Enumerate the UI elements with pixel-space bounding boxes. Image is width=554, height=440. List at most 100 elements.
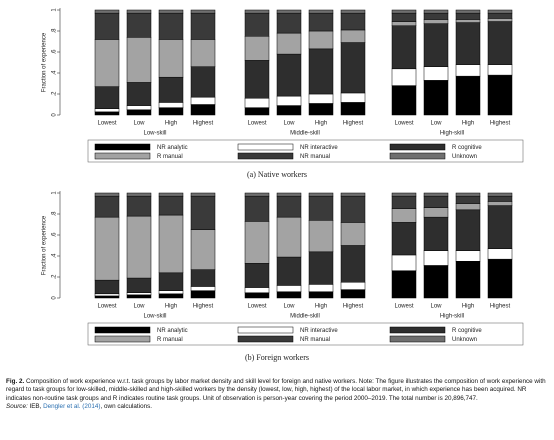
bar-segment (158, 293, 184, 299)
bar-segment (276, 53, 302, 97)
bar-segment (244, 12, 270, 37)
bar-segment (487, 64, 513, 76)
bar-segment (94, 195, 120, 218)
x-tick-label: Highest (343, 121, 364, 127)
group-label: Low-skill (143, 314, 166, 320)
chart-subtitle: (a) Native workers (247, 170, 307, 179)
y-tick-label: .2 (52, 91, 58, 97)
bar-segment (158, 9, 184, 14)
y-tick-label: .8 (52, 211, 58, 217)
bar-segment (455, 209, 481, 252)
bar-segment (455, 64, 481, 77)
bar-segment (423, 195, 449, 208)
bar-segment (308, 103, 334, 116)
bar-segment (158, 272, 184, 291)
bar-segment (487, 248, 513, 260)
bar-segment (190, 229, 216, 270)
bar-segment (158, 214, 184, 274)
bar-segment (391, 68, 417, 86)
legend-label: R manual (157, 154, 183, 160)
legend-label: NR analytic (157, 145, 188, 151)
bar-segment (158, 102, 184, 108)
bar-segment (423, 80, 449, 116)
x-tick-label: High (315, 304, 327, 310)
legend-label: NR manual (300, 154, 330, 160)
x-tick-label: Lowest (97, 121, 116, 127)
y-tick-label: 0 (52, 113, 58, 117)
bar-segment (487, 9, 513, 14)
bar-segment (276, 192, 302, 197)
bar-segment (190, 104, 216, 116)
bar-segment (158, 107, 184, 116)
bar-segment (190, 269, 216, 287)
bar-segment (455, 19, 481, 23)
x-tick-label: Highest (343, 304, 364, 310)
bar-segment (308, 48, 334, 95)
bar-segment (340, 192, 366, 197)
bar-segment (244, 292, 270, 299)
bar-segment (190, 290, 216, 299)
bar-segment (276, 195, 302, 218)
legend-swatch (237, 152, 294, 160)
bar-segment (190, 12, 216, 40)
bar-segment (126, 105, 152, 111)
source-text: IEB, (29, 403, 42, 411)
bar-segment (391, 270, 417, 299)
bar-segment (308, 291, 334, 299)
bar-segment (244, 60, 270, 99)
y-tick-label: .2 (52, 274, 58, 280)
legend-label: R cognitive (452, 328, 482, 334)
bar-segment (487, 74, 513, 116)
bar-segment (158, 39, 184, 78)
bar-segment (340, 222, 366, 246)
legend-swatch (94, 152, 151, 160)
bar-segment (244, 36, 270, 61)
y-tick-label: 1 (52, 8, 58, 12)
bar-segment (487, 201, 513, 206)
bar-segment (423, 19, 449, 24)
bar-segment (340, 29, 366, 43)
legend-swatch (389, 335, 446, 343)
bar-segment (340, 195, 366, 223)
bar-segment (340, 102, 366, 116)
bar-segment (126, 292, 152, 296)
source-link[interactable]: Dengler et al. (2014) (43, 403, 101, 411)
bar-segment (423, 207, 449, 218)
legend-swatch (389, 152, 446, 160)
bar-segment (487, 205, 513, 249)
x-tick-label: High (315, 121, 327, 127)
y-tick-label: .6 (52, 232, 58, 238)
bar-segment (391, 222, 417, 256)
bar-segment (308, 220, 334, 253)
bar-segment (94, 192, 120, 197)
bar-segment (94, 293, 120, 297)
bar-segment (391, 12, 417, 22)
bar-segment (340, 92, 366, 103)
y-tick-label: .8 (52, 28, 58, 34)
chart-subtitle: (b) Foreign workers (245, 353, 309, 362)
group-label: Middle-skill (290, 314, 320, 320)
bar-segment (276, 105, 302, 116)
bar-segment (94, 216, 120, 281)
bar-segment (308, 9, 334, 14)
bar-segment (94, 9, 120, 14)
y-axis-label: Fraction of experience (42, 215, 48, 275)
bar-segment (487, 195, 513, 202)
legend-label: NR interactive (300, 145, 338, 151)
bar-segment (423, 66, 449, 81)
legend-label: R cognitive (452, 145, 482, 151)
bar-segment (423, 250, 449, 266)
bar-segment (391, 195, 417, 209)
group-label: High-skill (440, 131, 464, 137)
x-tick-label: High (462, 304, 474, 310)
bar-segment (455, 75, 481, 116)
y-axis-label: Fraction of experience (42, 32, 48, 92)
legend-swatch (237, 143, 294, 151)
legend-swatch (94, 143, 151, 151)
source-end: , own calculations. (100, 403, 152, 411)
bar-segment (340, 289, 366, 299)
bar-segment (94, 108, 120, 113)
bar-segment (190, 9, 216, 14)
bar-segment (340, 42, 366, 94)
y-tick-label: 0 (52, 296, 58, 300)
